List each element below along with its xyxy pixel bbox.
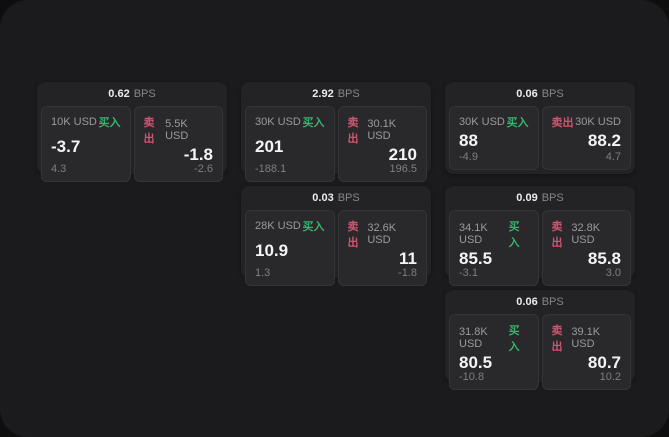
sell-price: 11 — [399, 249, 417, 268]
sell-price: 85.8 — [587, 249, 621, 268]
sell-quote-panel[interactable]: 卖出 32.8K USD 85.8 3.0 — [541, 210, 631, 286]
buy-price: -3.7 — [51, 137, 81, 156]
sell-price: 88.2 — [587, 131, 621, 150]
sell-side-label: 卖出 — [347, 117, 359, 145]
bps-value: 2.92 — [312, 88, 334, 100]
sell-delta: 4.7 — [605, 151, 621, 163]
buy-quote-panel[interactable]: 10K USD 买入 -3.7 4.3 — [41, 106, 131, 182]
buy-size-label: 28K USD — [255, 220, 301, 232]
card-body: 28K USD 买入 10.9 1.3 卖出 32.6K USD 11 -1.8 — [245, 210, 427, 286]
sell-quote-panel[interactable]: 卖出 32.6K USD 11 -1.8 — [337, 210, 427, 286]
buy-side-label: 买入 — [508, 325, 520, 353]
sell-quote-panel[interactable]: 卖出 5.5K USD -1.8 -2.6 — [133, 106, 223, 182]
sell-size-label: 32.6K USD — [367, 222, 397, 246]
sell-delta: 3.0 — [605, 267, 621, 279]
buy-price: 85.5 — [459, 249, 493, 268]
sell-side-label: 卖出 — [551, 117, 574, 129]
card-header: 2.92 BPS — [241, 82, 431, 106]
bps-unit-label: BPS — [337, 192, 360, 204]
bps-value: 0.03 — [312, 192, 334, 204]
bps-unit-label: BPS — [541, 296, 564, 308]
bps-value: 0.06 — [516, 88, 538, 100]
card-header: 0.62 BPS — [37, 82, 227, 106]
bps-unit-label: BPS — [133, 88, 156, 100]
buy-size-label: 31.8K USD — [459, 326, 488, 350]
buy-side-label: 买入 — [302, 221, 325, 233]
buy-side-label: 买入 — [508, 221, 520, 249]
buy-delta: 1.3 — [255, 267, 271, 279]
card-body: 30K USD 买入 201 -188.1 卖出 30.1K USD 210 1… — [245, 106, 427, 182]
buy-quote-panel[interactable]: 30K USD 买入 88 -4.9 — [449, 106, 539, 170]
sell-quote-panel[interactable]: 卖出 39.1K USD 80.7 10.2 — [541, 314, 631, 390]
sell-side-label: 卖出 — [143, 117, 155, 145]
buy-size-label: 30K USD — [459, 116, 505, 128]
buy-price: 88 — [459, 131, 478, 150]
sell-quote-panel[interactable]: 卖出 30.1K USD 210 196.5 — [337, 106, 427, 182]
buy-side-label: 买入 — [506, 117, 529, 129]
sell-size-label: 5.5K USD — [165, 118, 189, 142]
card-body: 34.1K USD 买入 85.5 -3.1 卖出 32.8K USD 85.8… — [449, 210, 631, 286]
card-header: 0.06 BPS — [445, 82, 635, 106]
sell-delta: -2.6 — [194, 163, 213, 175]
sell-price: 210 — [388, 145, 417, 164]
bps-value: 0.06 — [516, 296, 538, 308]
sell-size-label: 32.8K USD — [571, 222, 601, 246]
buy-quote-panel[interactable]: 31.8K USD 买入 80.5 -10.8 — [449, 314, 539, 390]
buy-quote-panel[interactable]: 28K USD 买入 10.9 1.3 — [245, 210, 335, 286]
card-header: 0.09 BPS — [445, 186, 635, 210]
sell-delta: 196.5 — [389, 163, 417, 175]
sell-side-label: 卖出 — [551, 325, 563, 353]
sell-price: 80.7 — [587, 353, 621, 372]
quote-card: 0.06 BPS 31.8K USD 买入 80.5 -10.8 卖 — [445, 290, 635, 390]
buy-quote-panel[interactable]: 34.1K USD 买入 85.5 -3.1 — [449, 210, 539, 286]
card-body: 31.8K USD 买入 80.5 -10.8 卖出 39.1K USD 80.… — [449, 314, 631, 390]
buy-size-label: 30K USD — [255, 116, 301, 128]
buy-delta: -188.1 — [255, 163, 287, 175]
bps-value: 0.09 — [516, 192, 538, 204]
buy-size-label: 34.1K USD — [459, 222, 488, 246]
card-header: 0.06 BPS — [445, 290, 635, 314]
bps-unit-label: BPS — [541, 88, 564, 100]
bps-unit-label: BPS — [337, 88, 360, 100]
sell-size-label: 30.1K USD — [367, 118, 397, 142]
buy-price: 80.5 — [459, 353, 493, 372]
sell-quote-panel[interactable]: 卖出 30K USD 88.2 4.7 — [541, 106, 631, 170]
sell-size-label: 39.1K USD — [571, 326, 601, 350]
quote-card: 2.92 BPS 30K USD 买入 201 -188.1 卖出 — [241, 82, 431, 182]
buy-price: 10.9 — [255, 241, 289, 260]
sell-side-label: 卖出 — [551, 221, 563, 249]
sell-side-label: 卖出 — [347, 221, 359, 249]
sell-size-label: 30K USD — [575, 116, 621, 128]
buy-side-label: 买入 — [302, 117, 325, 129]
quote-card: 0.03 BPS 28K USD 买入 10.9 1.3 卖出 — [241, 186, 431, 286]
sell-price: -1.8 — [183, 145, 213, 164]
quote-card: 0.62 BPS 10K USD 买入 -3.7 4.3 卖出 — [37, 82, 227, 182]
quote-card: 0.06 BPS 30K USD 买入 88 -4.9 卖出 — [445, 82, 635, 174]
sell-delta: 10.2 — [599, 371, 621, 383]
bps-value: 0.62 — [108, 88, 130, 100]
sell-delta: -1.8 — [398, 267, 417, 279]
buy-delta: -4.9 — [459, 151, 478, 163]
buy-side-label: 买入 — [98, 117, 121, 129]
card-header: 0.03 BPS — [241, 186, 431, 210]
buy-delta: -3.1 — [459, 267, 478, 279]
card-body: 30K USD 买入 88 -4.9 卖出 30K USD 88.2 4.7 — [449, 106, 631, 170]
buy-size-label: 10K USD — [51, 116, 97, 128]
bps-unit-label: BPS — [541, 192, 564, 204]
buy-delta: -10.8 — [459, 371, 485, 383]
buy-quote-panel[interactable]: 30K USD 买入 201 -188.1 — [245, 106, 335, 182]
buy-price: 201 — [255, 137, 284, 156]
quote-cards-grid: 0.62 BPS 10K USD 买入 -3.7 4.3 卖出 — [37, 82, 635, 390]
card-body: 10K USD 买入 -3.7 4.3 卖出 5.5K USD -1.8 -2.… — [41, 106, 223, 182]
buy-delta: 4.3 — [51, 163, 67, 175]
quote-card: 0.09 BPS 34.1K USD 买入 85.5 -3.1 卖出 — [445, 186, 635, 286]
